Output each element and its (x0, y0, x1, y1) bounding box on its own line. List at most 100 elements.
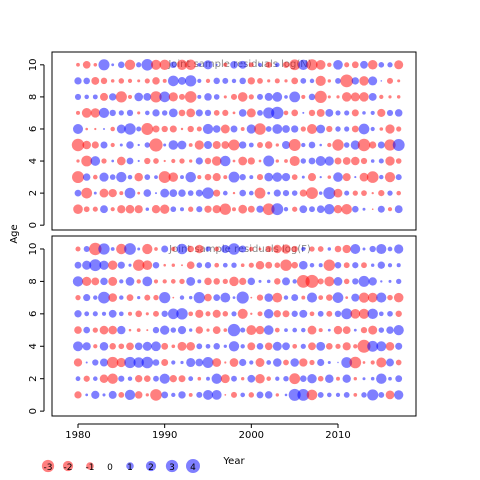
residual-bubble (119, 279, 124, 284)
residual-bubble (239, 358, 247, 367)
residual-bubble (137, 111, 141, 115)
residual-bubble (317, 310, 324, 317)
residual-bubble (265, 245, 272, 253)
residual-bubble (75, 376, 81, 382)
residual-bubble (309, 262, 315, 268)
y-tick-label: 4 (28, 343, 39, 349)
residual-bubble (249, 246, 254, 252)
residual-bubble (341, 92, 352, 102)
residual-bubble (83, 375, 90, 382)
residual-bubble (109, 93, 117, 101)
residual-bubble (264, 92, 273, 101)
residual-bubble (108, 276, 118, 286)
residual-bubble (211, 156, 222, 166)
residual-bubble (213, 189, 221, 197)
x-axis: 1980 1990 2000 2010 (65, 423, 351, 441)
residual-bubble (204, 109, 212, 117)
residual-bubble (299, 205, 308, 214)
residual-bubble (264, 141, 273, 149)
residual-bubble (368, 76, 378, 86)
residual-bubble (220, 124, 230, 134)
residual-bubble (255, 325, 265, 335)
residual-bubble (385, 390, 395, 400)
residual-bubble (333, 205, 343, 214)
residual-bubble (258, 159, 262, 163)
residual-bubble (91, 277, 100, 286)
residual-bubble (214, 262, 220, 268)
residual-bubble (308, 342, 316, 351)
residual-bubble (75, 110, 81, 115)
residual-bubble (274, 262, 281, 268)
residual-bubble (125, 277, 135, 286)
residual-bubble (231, 78, 237, 84)
residual-bubble (188, 143, 193, 147)
residual-bubble (327, 62, 332, 68)
residual-bubble (222, 109, 229, 116)
residual-bubble (317, 278, 324, 285)
residual-bubble (118, 110, 124, 116)
residual-bubble (161, 342, 169, 350)
residual-bubble (342, 342, 351, 351)
residual-bubble (238, 60, 247, 69)
residual-bubble (137, 295, 141, 300)
residual-bubble (74, 391, 82, 399)
residual-bubble (357, 339, 371, 353)
residual-bubble (144, 294, 151, 301)
residual-bubble (351, 77, 359, 85)
residual-bubble (247, 157, 255, 165)
residual-bubble (396, 263, 401, 268)
residual-bubble (370, 159, 375, 163)
residual-bubble (187, 190, 194, 196)
residual-bubble (203, 389, 213, 400)
residual-bubble (386, 326, 394, 334)
residual-bubble (368, 92, 377, 101)
residual-bubble (386, 109, 394, 116)
residual-bubble (142, 341, 152, 351)
residual-bubble (176, 59, 188, 70)
residual-bubble (108, 309, 117, 318)
residual-bubble (82, 342, 91, 351)
residual-bubble (324, 156, 334, 166)
residual-bubble (195, 189, 203, 197)
residual-bubble (263, 309, 274, 319)
y-tick-label: 8 (28, 278, 39, 284)
residual-bubble (333, 59, 343, 70)
residual-bubble (325, 374, 334, 383)
residual-bubble (344, 110, 350, 116)
residual-bubble (111, 63, 115, 67)
legend-bubble (41, 459, 55, 473)
residual-bubble (371, 208, 374, 211)
residual-bubble (376, 341, 387, 352)
residual-bubble (180, 175, 184, 180)
residual-bubble (176, 243, 188, 255)
residual-bubble (110, 247, 115, 251)
residual-bubble (384, 171, 396, 183)
residual-bubble (171, 263, 175, 267)
residual-bubble (292, 327, 298, 333)
residual-bubble (168, 92, 178, 102)
residual-bubble (160, 325, 170, 335)
residual-bubble (317, 358, 325, 367)
residual-bubble (371, 191, 374, 195)
residual-bubble (271, 106, 284, 120)
residual-bubble (188, 295, 193, 300)
residual-bubble (283, 375, 289, 382)
residual-bubble (187, 125, 194, 133)
residual-bubble (327, 175, 332, 179)
residual-bubble (324, 204, 335, 215)
residual-bubble (337, 361, 339, 364)
residual-bubble (350, 244, 361, 254)
residual-bubble (387, 207, 393, 212)
residual-bubble (118, 391, 125, 398)
residual-bubble (266, 279, 271, 284)
residual-bubble (118, 343, 125, 350)
residual-bubble (264, 172, 274, 182)
residual-bubble (379, 127, 384, 131)
residual-bubble (396, 278, 402, 285)
residual-bubble (240, 392, 245, 398)
residual-bubble (358, 275, 370, 287)
residual-bubble (315, 75, 326, 86)
residual-bubble (284, 393, 288, 397)
residual-bubble (220, 292, 231, 303)
residual-bubble (334, 310, 342, 318)
